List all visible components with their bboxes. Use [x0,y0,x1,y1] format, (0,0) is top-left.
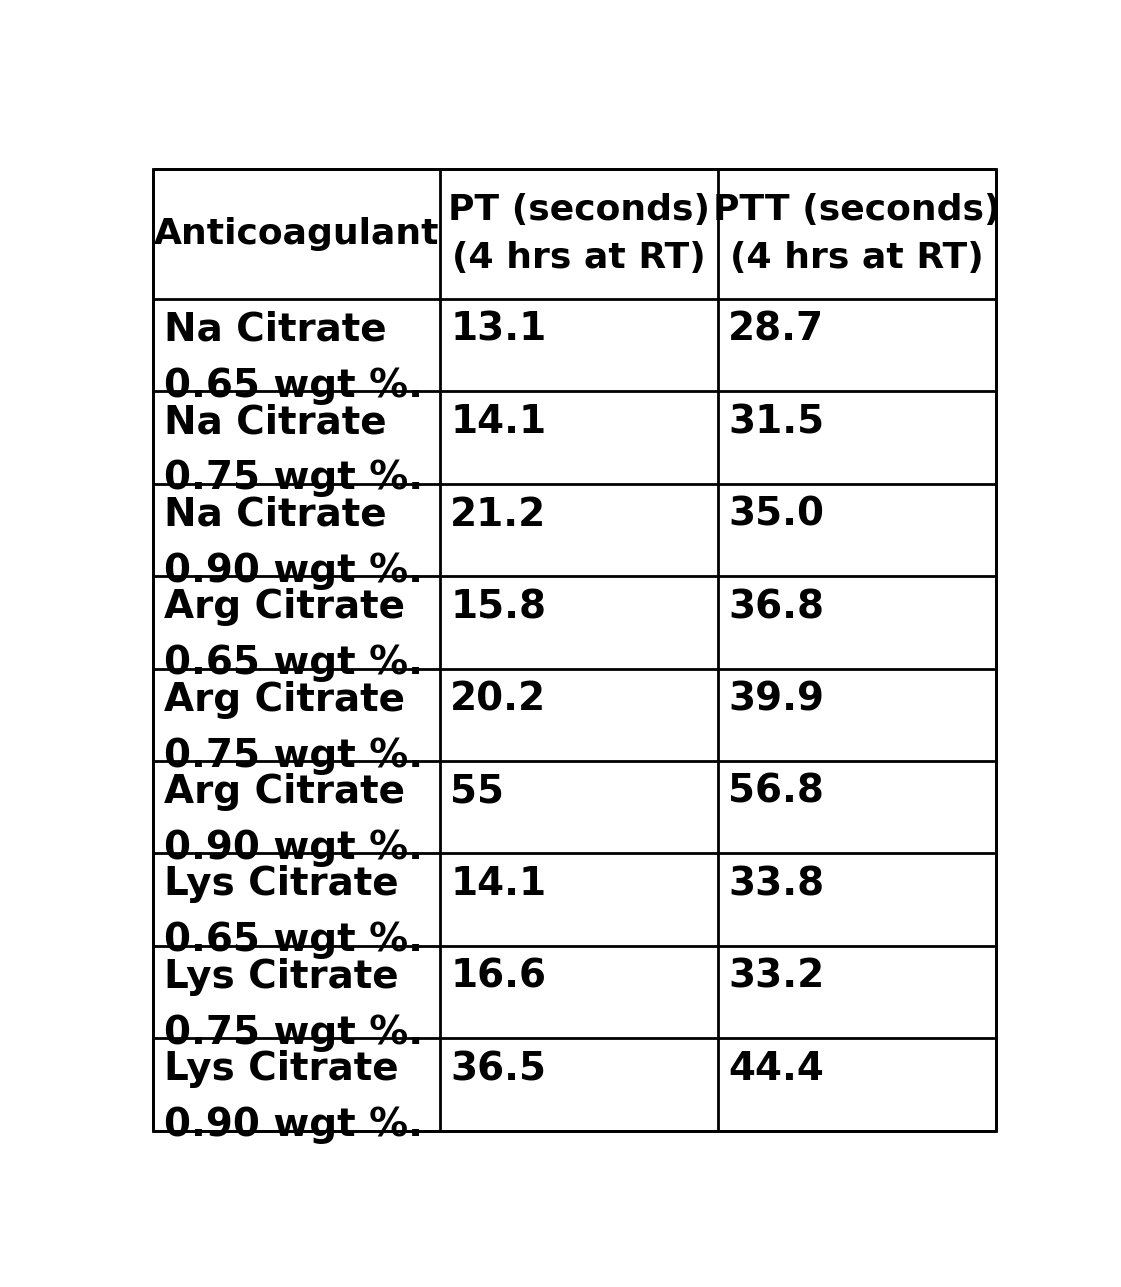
Text: 55: 55 [451,773,504,811]
Text: Anticoagulant: Anticoagulant [154,218,439,251]
Text: 36.5: 36.5 [451,1050,546,1088]
Text: 14.1: 14.1 [451,865,546,903]
Text: 13.1: 13.1 [451,311,546,349]
Text: Na Citrate
0.90 wgt %.: Na Citrate 0.90 wgt %. [164,495,423,589]
Text: Arg Citrate
0.75 wgt %.: Arg Citrate 0.75 wgt %. [164,681,423,775]
Text: 44.4: 44.4 [729,1050,824,1088]
Text: 31.5: 31.5 [729,403,824,441]
Text: 35.0: 35.0 [729,495,824,534]
Text: Lys Citrate
0.75 wgt %.: Lys Citrate 0.75 wgt %. [164,958,423,1051]
Text: Na Citrate
0.65 wgt %.: Na Citrate 0.65 wgt %. [164,311,423,405]
Text: 14.1: 14.1 [451,403,546,441]
Text: 28.7: 28.7 [729,311,824,349]
Text: PTT (seconds)
(4 hrs at RT): PTT (seconds) (4 hrs at RT) [713,193,1001,275]
Text: 36.8: 36.8 [729,588,824,627]
Text: 33.8: 33.8 [729,865,824,903]
Text: PT (seconds)
(4 hrs at RT): PT (seconds) (4 hrs at RT) [447,193,710,275]
Text: Arg Citrate
0.90 wgt %.: Arg Citrate 0.90 wgt %. [164,773,423,867]
Text: 16.6: 16.6 [451,958,546,996]
Text: Lys Citrate
0.90 wgt %.: Lys Citrate 0.90 wgt %. [164,1050,423,1144]
Text: 39.9: 39.9 [729,681,824,718]
Text: Na Citrate
0.75 wgt %.: Na Citrate 0.75 wgt %. [164,403,423,497]
Text: 33.2: 33.2 [729,958,824,996]
Text: 20.2: 20.2 [451,681,546,718]
Text: 21.2: 21.2 [451,495,546,534]
Text: Lys Citrate
0.65 wgt %.: Lys Citrate 0.65 wgt %. [164,865,423,959]
Text: Arg Citrate
0.65 wgt %.: Arg Citrate 0.65 wgt %. [164,588,423,682]
Text: 15.8: 15.8 [451,588,546,627]
Text: 56.8: 56.8 [729,773,824,811]
